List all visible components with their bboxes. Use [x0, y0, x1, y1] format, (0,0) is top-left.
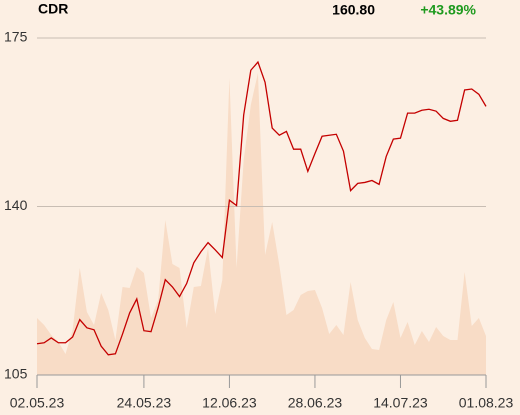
volume-area — [37, 73, 486, 375]
price-change: +43.89% — [420, 2, 476, 18]
x-tick-label: 02.05.23 — [10, 395, 65, 411]
y-tick-label: 105 — [4, 366, 28, 382]
x-tick-label: 12.06.23 — [202, 395, 257, 411]
price-line — [36, 60, 487, 356]
y-tick-label: 175 — [4, 29, 28, 45]
x-tick-label: 14.07.23 — [373, 395, 428, 411]
chart-title: CDR — [38, 1, 68, 17]
x-tick-label: 01.08.23 — [459, 395, 514, 411]
last-price: 160.80 — [332, 2, 375, 18]
y-tick-label: 140 — [4, 197, 28, 213]
x-tick-label: 28.06.23 — [288, 395, 343, 411]
x-tick-label: 24.05.23 — [117, 395, 172, 411]
